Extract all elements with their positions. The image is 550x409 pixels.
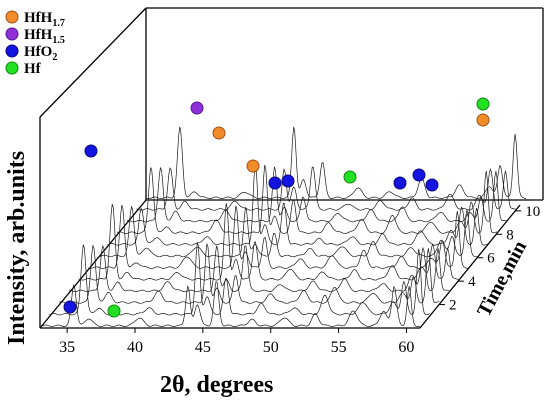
spectrum-trace (107, 163, 488, 246)
x-tick-label: 35 (59, 339, 75, 356)
phase-marker-point (425, 178, 439, 192)
legend-label: HfO2 (24, 44, 57, 63)
spectrum-trace (97, 205, 478, 258)
phase-marker-point (107, 304, 121, 318)
spectrum-trace (145, 126, 527, 199)
spectrum-trace (88, 204, 469, 269)
time-tick-label: 4 (468, 274, 476, 290)
phase-marker-point (343, 170, 357, 184)
spectrum-trace (59, 243, 440, 304)
spectrum-trace (116, 164, 498, 234)
phase-marker-point (281, 174, 295, 188)
phase-marker-point (190, 101, 204, 115)
legend-marker (5, 44, 19, 58)
spectrum-trace (39, 281, 421, 327)
legend-label: Hf (24, 61, 42, 77)
phase-marker-point (393, 176, 407, 190)
legend-label: HfH1.5 (24, 27, 65, 46)
legend-marker (5, 61, 19, 75)
x-axis-ticks: 35 40 45 50 55 60 (59, 328, 414, 356)
floor-left-edge (39, 199, 147, 329)
legend-marker (5, 10, 19, 24)
time-tick-label: 8 (506, 227, 514, 243)
phase-marker-point (84, 144, 98, 158)
phase-marker-point (268, 176, 282, 190)
y-axis-title: Intensity, arb.units (4, 151, 30, 345)
phase-marker-point (476, 97, 490, 111)
x-tick-label: 60 (398, 339, 414, 356)
legend-label: HfH1.7 (24, 10, 65, 29)
x-tick-label: 55 (331, 339, 347, 356)
time-axis-title: Time,min (473, 237, 531, 320)
phase-marker-point (246, 159, 260, 173)
x-tick-label: 45 (195, 339, 211, 356)
time-axis-line (419, 204, 521, 329)
spectrum-trace (78, 203, 459, 281)
phase-marker-point (412, 168, 426, 182)
left-wall-top-edge (39, 7, 147, 118)
phase-markers (63, 97, 490, 318)
spectra-traces (39, 126, 527, 327)
phase-marker-point (212, 126, 226, 140)
spectrum-trace (136, 166, 517, 211)
time-tick-label: 2 (449, 298, 457, 314)
phase-marker-point (63, 300, 77, 314)
x-axis-title: 2θ, degrees (160, 372, 273, 398)
time-tick-label: 6 (487, 251, 495, 267)
chart-frame (39, 7, 544, 329)
x-tick-label: 40 (127, 339, 143, 356)
x-tick-label: 50 (263, 339, 279, 356)
spectrum-trace (126, 166, 507, 223)
time-tick-label: 10 (525, 204, 540, 220)
phase-marker-point (476, 113, 490, 127)
spectrum-trace (68, 244, 450, 293)
legend-marker (5, 27, 19, 41)
